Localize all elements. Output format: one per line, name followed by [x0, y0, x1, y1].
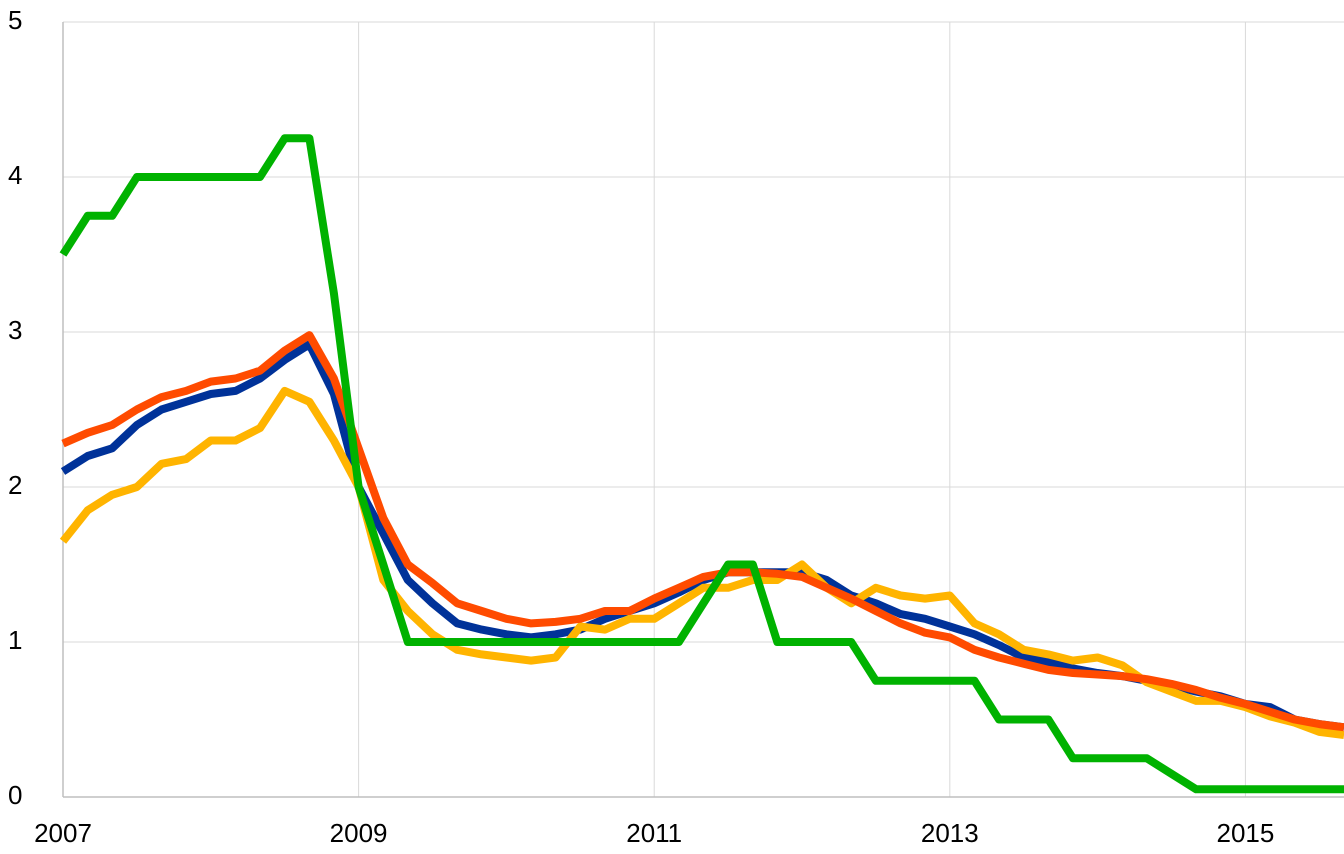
x-tick-label: 2011	[626, 818, 682, 848]
y-tick-label: 4	[8, 160, 22, 190]
y-tick-label: 0	[8, 780, 22, 810]
series-line	[60, 340, 1344, 732]
y-tick-label: 5	[8, 5, 22, 35]
x-tick-label: 2009	[330, 818, 388, 848]
y-tick-label: 3	[8, 315, 22, 345]
y-tick-label: 2	[8, 470, 22, 500]
y-tick-label: 1	[8, 625, 22, 655]
x-tick-label: 2015	[1216, 818, 1274, 848]
x-tick-label: 2013	[921, 818, 979, 848]
x-tick-label: 2007	[34, 818, 92, 848]
series-line	[59, 134, 1344, 794]
series-line	[59, 386, 1344, 739]
series-line	[61, 331, 1344, 732]
